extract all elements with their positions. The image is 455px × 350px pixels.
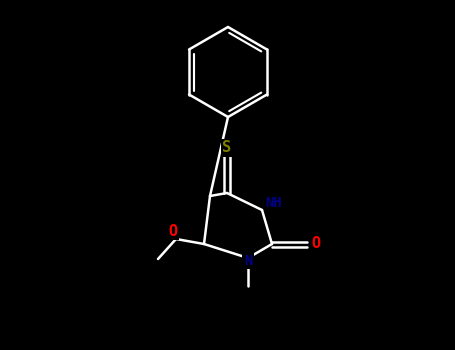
Text: S: S	[222, 140, 232, 155]
Text: O: O	[311, 237, 321, 252]
Text: NH: NH	[266, 196, 283, 210]
Text: O: O	[168, 224, 177, 238]
Text: N: N	[244, 254, 252, 268]
